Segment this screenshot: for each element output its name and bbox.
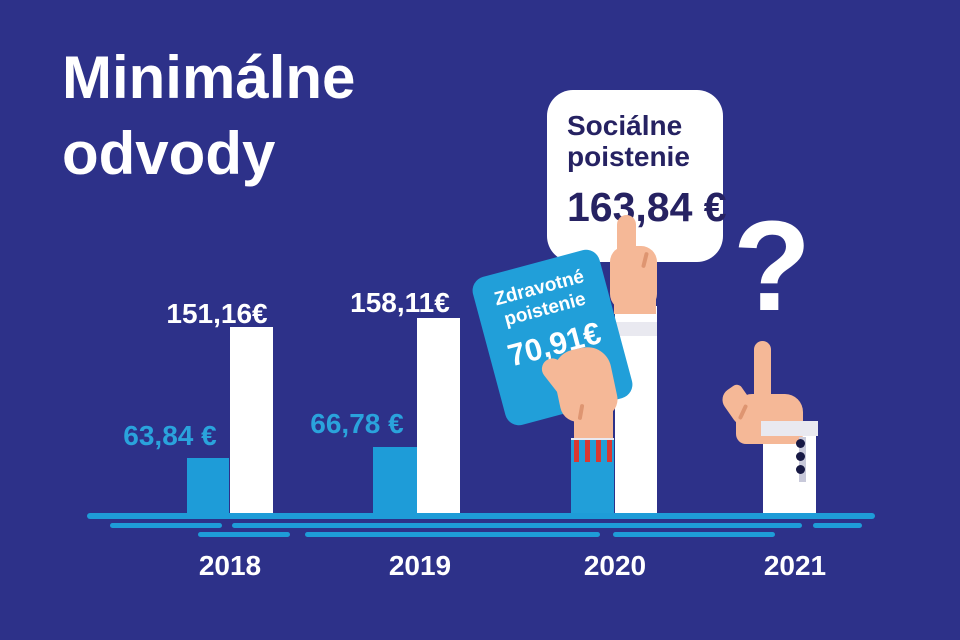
social-insurance-sign: Sociálne poistenie 163,84 € <box>547 90 727 262</box>
ground-line-segment <box>232 523 802 528</box>
sleeve-cuff-social-2020 <box>615 322 657 336</box>
ground-line-main <box>87 513 875 519</box>
bar-health-2018 <box>187 458 229 514</box>
axis-label-2019: 2019 <box>388 550 452 581</box>
sleeve-cuff-2021 <box>761 421 818 436</box>
social-sign-value: 163,84 € <box>567 184 727 230</box>
bar-social-2019 <box>417 318 460 514</box>
ground-line-segment <box>613 532 775 537</box>
value-label-social-2019: 158,11€ <box>350 287 450 318</box>
ground-line-segment <box>305 532 600 537</box>
axis-label-2020: 2020 <box>583 550 647 581</box>
hand-fist-2021 <box>736 394 803 444</box>
arm-sleeve-social-2020 <box>615 306 657 514</box>
axis-label-2018: 2018 <box>198 550 262 581</box>
ground-line-segment <box>813 523 862 528</box>
value-label-health-2018: 63,84 € <box>123 420 217 451</box>
sleeve-button-icon <box>796 452 805 461</box>
bar-social-2018 <box>230 327 273 514</box>
page-title: Minimálne odvody <box>62 44 356 187</box>
social-sign-title-line1: Sociálne <box>567 110 683 141</box>
social-sign-title-line2: poistenie <box>567 141 690 172</box>
bar-health-2019 <box>373 447 417 514</box>
axis-label-2021: 2021 <box>763 550 827 581</box>
question-mark: ? <box>732 195 812 338</box>
hand-fist-social-2020 <box>610 246 657 310</box>
ground-line-segment <box>198 532 290 537</box>
arm-sleeve-2021 <box>763 430 816 514</box>
value-label-health-2019: 66,78 € <box>310 408 404 439</box>
value-label-social-2018: 151,16€ <box>166 298 268 329</box>
sleeve-button-icon <box>796 465 805 474</box>
ground-line-segment <box>110 523 222 528</box>
striped-cuff-health-2020 <box>571 438 614 462</box>
sleeve-button-icon <box>796 439 805 448</box>
